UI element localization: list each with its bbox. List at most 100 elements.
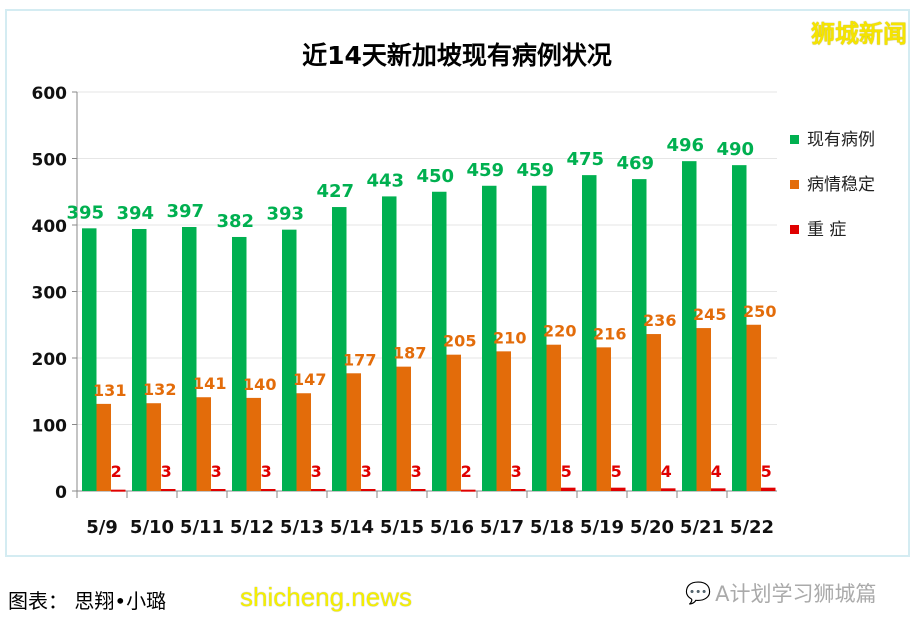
- data-label: 187: [393, 344, 426, 363]
- data-label: 147: [293, 370, 326, 389]
- bar-1: [496, 351, 511, 491]
- bar-2: [561, 487, 576, 491]
- bar-0: [232, 236, 247, 491]
- legend-label: 现有病例: [807, 130, 875, 150]
- y-tick-label: 100: [32, 417, 68, 437]
- bar-2: [311, 489, 326, 492]
- bar-0: [632, 179, 647, 492]
- bar-0: [532, 185, 547, 491]
- x-tick-label: 5/13: [280, 517, 324, 538]
- data-label: 220: [543, 322, 576, 341]
- y-tick-label: 300: [32, 284, 68, 304]
- bar-0: [432, 191, 447, 491]
- bar-1: [196, 397, 211, 491]
- data-label: 5: [611, 462, 622, 481]
- wechat-attribution: 💬 A计划学习狮城篇: [685, 578, 877, 608]
- data-label: 496: [666, 135, 704, 156]
- data-label: 3: [361, 462, 372, 481]
- data-label: 5: [761, 462, 772, 481]
- data-label: 443: [366, 170, 404, 191]
- bar-2: [761, 487, 776, 491]
- data-label: 236: [643, 311, 676, 330]
- wechat-account: A计划学习狮城篇: [715, 582, 877, 606]
- data-label: 3: [261, 462, 272, 481]
- x-tick-label: 5/21: [680, 517, 724, 538]
- legend-label: 重 症: [807, 220, 846, 240]
- x-tick-label: 5/12: [230, 517, 274, 538]
- bar-2: [111, 489, 126, 492]
- bar-2: [711, 488, 726, 491]
- data-label: 397: [166, 201, 204, 222]
- bar-1: [146, 403, 161, 491]
- data-label: 395: [66, 202, 104, 223]
- data-label: 205: [443, 332, 476, 351]
- bar-0: [382, 196, 397, 491]
- data-label: 177: [343, 350, 376, 369]
- bar-1: [696, 328, 711, 491]
- wechat-icon: 💬: [685, 580, 712, 605]
- bar-1: [746, 324, 761, 491]
- bar-2: [661, 488, 676, 491]
- data-label: 4: [661, 462, 672, 481]
- chart-credit: 图表： 思翔•小璐: [8, 589, 167, 613]
- bar-2: [261, 489, 276, 492]
- data-label: 141: [193, 374, 226, 393]
- data-label: 140: [243, 375, 276, 394]
- x-tick-label: 5/17: [480, 517, 524, 538]
- x-tick-label: 5/15: [380, 517, 424, 538]
- data-label: 2: [461, 462, 472, 481]
- x-tick-label: 5/9: [86, 517, 118, 538]
- bar-0: [182, 226, 197, 491]
- x-tick-label: 5/22: [730, 517, 774, 538]
- bar-2: [511, 489, 526, 492]
- x-tick-label: 5/19: [580, 517, 624, 538]
- data-label: 3: [211, 462, 222, 481]
- y-tick-label: 0: [55, 483, 67, 503]
- bar-0: [582, 175, 597, 491]
- bar-1: [396, 366, 411, 491]
- bar-0: [82, 228, 97, 491]
- x-tick-label: 5/10: [130, 517, 174, 538]
- data-label: 459: [466, 160, 504, 181]
- bar-1: [446, 354, 461, 491]
- bar-1: [596, 347, 611, 491]
- data-label: 3: [161, 462, 172, 481]
- data-label: 245: [693, 305, 726, 324]
- data-label: 459: [516, 160, 554, 181]
- data-label: 4: [711, 462, 722, 481]
- data-label: 490: [716, 139, 754, 160]
- chart-frame: 近14天新加坡现有病例状况 0 100 200 300 400 500 600 5/9 395 13…: [5, 9, 910, 557]
- bar-chart: 近14天新加坡现有病例状况 0 100 200 300 400 500 600 5/9 395 13…: [32, 41, 876, 538]
- bar-0: [132, 228, 147, 492]
- bar-0: [282, 229, 297, 491]
- data-label: 210: [493, 328, 526, 347]
- site-watermark: shicheng.news: [240, 582, 412, 612]
- logo-watermark: 狮城新闻: [811, 20, 907, 48]
- data-label: 3: [311, 462, 322, 481]
- bar-2: [411, 489, 426, 492]
- bar-0: [482, 185, 497, 491]
- data-label: 427: [316, 181, 354, 202]
- data-label: 5: [561, 462, 572, 481]
- data-label: 3: [511, 462, 522, 481]
- y-tick-label: 200: [32, 350, 68, 370]
- data-label: 475: [566, 149, 604, 170]
- x-tick-label: 5/18: [530, 517, 574, 538]
- bar-2: [461, 489, 476, 492]
- data-label: 393: [266, 204, 304, 225]
- legend-swatch: [790, 180, 799, 189]
- legend-label: 病情稳定: [807, 175, 875, 195]
- bar-1: [546, 344, 561, 491]
- x-tick-label: 5/16: [430, 517, 474, 538]
- legend-swatch: [790, 135, 799, 144]
- bar-1: [646, 334, 661, 491]
- data-label: 131: [93, 381, 126, 400]
- y-tick-label: 400: [32, 217, 68, 237]
- bar-1: [296, 393, 311, 491]
- bar-2: [361, 489, 376, 492]
- data-label: 216: [593, 324, 626, 343]
- x-tick-label: 5/14: [330, 517, 374, 538]
- data-label: 132: [143, 380, 176, 399]
- bar-1: [246, 397, 261, 491]
- data-label: 382: [216, 211, 254, 232]
